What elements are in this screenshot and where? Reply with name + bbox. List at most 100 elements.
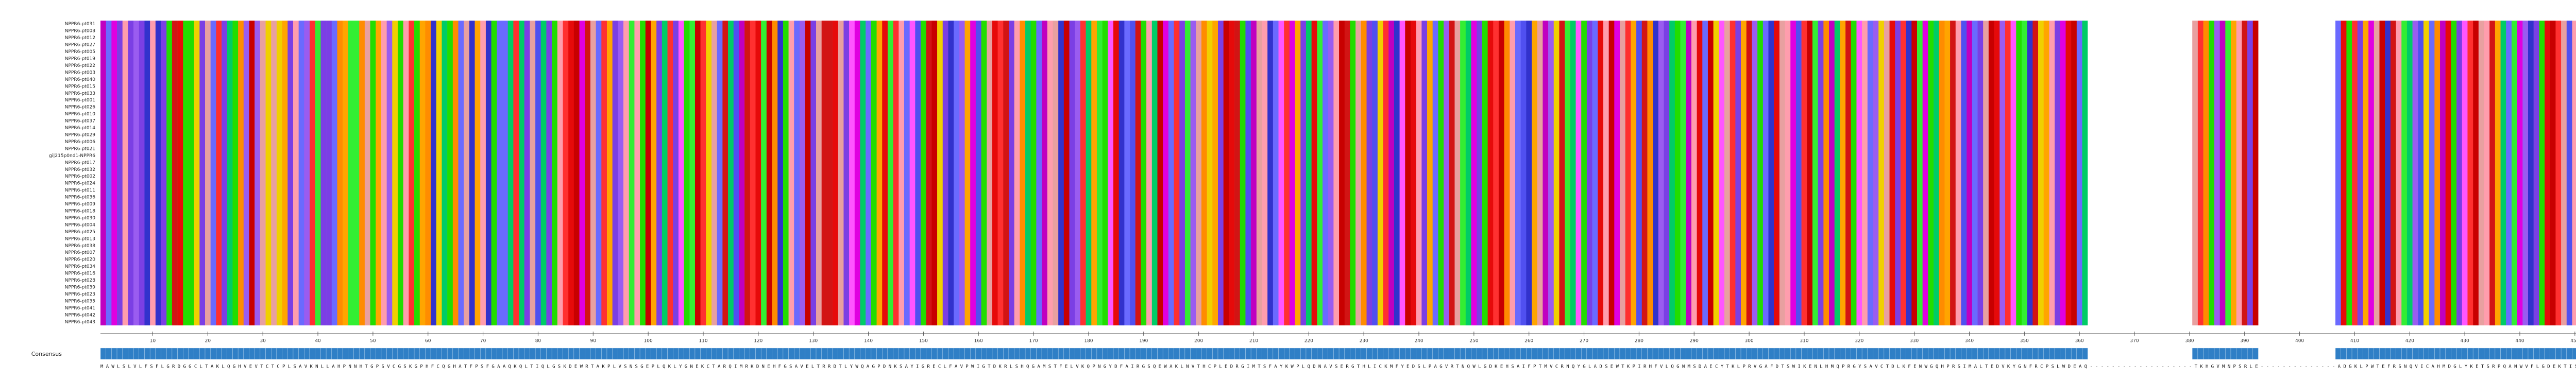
consensus-bar (711, 348, 717, 360)
consensus-bar (2368, 348, 2375, 360)
ruler-label: 190 (1139, 339, 1148, 344)
residue-column (1895, 21, 1901, 325)
consensus-bar (1982, 348, 1989, 360)
residue-column (1532, 21, 1538, 325)
residue-column (1075, 21, 1081, 325)
residue-column (2038, 21, 2044, 325)
residue-column (821, 21, 827, 325)
consensus-bar (282, 348, 288, 360)
ruler-label: 90 (590, 339, 597, 344)
residue-column (1234, 21, 1241, 325)
residue-column (2368, 21, 2375, 325)
residue-column (1752, 21, 1758, 325)
consensus-bar (1118, 348, 1125, 360)
residue-column (711, 21, 717, 325)
consensus-bar (2467, 348, 2473, 360)
consensus-bar (1482, 348, 1488, 360)
consensus-bar (1592, 348, 1598, 360)
sequence-name: NPPR6-pt012 (65, 36, 95, 41)
residue-column (1323, 21, 1329, 325)
residue-column (414, 21, 420, 325)
consensus-bar (2484, 348, 2490, 360)
consensus-bar (920, 348, 926, 360)
consensus-bar (502, 348, 508, 360)
consensus-bar (1906, 348, 1912, 360)
sequence-name: NPPR6-pt036 (65, 195, 96, 200)
consensus-bar (645, 348, 651, 360)
residue-column (524, 21, 530, 325)
ruler-label: 10 (150, 339, 156, 344)
residue-column (2219, 21, 2226, 325)
consensus-bar (469, 348, 475, 360)
residue-column (1229, 21, 1235, 325)
consensus-bar (1917, 348, 1923, 360)
consensus-bar (403, 348, 409, 360)
residue-column (1080, 21, 1086, 325)
consensus-bar (177, 348, 183, 360)
consensus-bar (1328, 348, 1334, 360)
residue-column (265, 21, 272, 325)
residue-column (1944, 21, 1951, 325)
residue-column (772, 21, 778, 325)
residue-column (2517, 21, 2523, 325)
ruler-label: 170 (1029, 339, 1038, 344)
residue-column (2247, 21, 2253, 325)
consensus-bar (2214, 348, 2220, 360)
consensus-bar (1311, 348, 1317, 360)
sequence-name: NPPR6-pt043 (65, 320, 95, 325)
consensus-bar (1212, 348, 1218, 360)
consensus-bar (1861, 348, 1868, 360)
residue-column (2390, 21, 2396, 325)
consensus-bar (1289, 348, 1295, 360)
consensus-bar (364, 348, 370, 360)
consensus-bar (1752, 348, 1758, 360)
residue-column (1801, 21, 1807, 325)
consensus-bar (2423, 348, 2429, 360)
consensus-bar (1267, 348, 1274, 360)
consensus-bar (1317, 348, 1323, 360)
consensus-bar (997, 348, 1004, 360)
consensus-bar (155, 348, 161, 360)
consensus-bar (2049, 348, 2055, 360)
residue-column (937, 21, 943, 325)
residue-column (2545, 21, 2551, 325)
ruler-label: 150 (919, 339, 928, 344)
residue-column (573, 21, 580, 325)
residue-column (210, 21, 216, 325)
residue-column (1845, 21, 1852, 325)
residue-column (766, 21, 772, 325)
residue-column (133, 21, 140, 325)
residue-column (744, 21, 751, 325)
consensus-bar (100, 348, 106, 360)
residue-column (348, 21, 354, 325)
residue-column (1520, 21, 1527, 325)
residue-column (640, 21, 646, 325)
consensus-bar (1586, 348, 1592, 360)
consensus-bar (865, 348, 872, 360)
consensus-bar (1157, 348, 1163, 360)
sequence-name: NPPR6-pt011 (65, 188, 95, 193)
residue-column (1042, 21, 1048, 325)
residue-column (1405, 21, 1411, 325)
consensus-bar (128, 348, 134, 360)
consensus-bar (1030, 348, 1037, 360)
sequence-name: NPPR6-pt008 (65, 29, 96, 34)
residue-column (1757, 21, 1764, 325)
consensus-bar (452, 348, 459, 360)
residue-column (728, 21, 734, 325)
residue-column (337, 21, 343, 325)
residue-column (2242, 21, 2248, 325)
residue-column (1339, 21, 1345, 325)
consensus-bar (1691, 348, 1697, 360)
residue-column (1482, 21, 1488, 325)
residue-column (1570, 21, 1576, 325)
ruler-label: 140 (864, 339, 873, 344)
consensus-bar (2230, 348, 2236, 360)
residue-column (1707, 21, 1714, 325)
residue-column (2357, 21, 2363, 325)
consensus-bar (1129, 348, 1136, 360)
residue-column (2473, 21, 2479, 325)
residue-column (2335, 21, 2342, 325)
residue-column (783, 21, 789, 325)
residue-column (706, 21, 712, 325)
